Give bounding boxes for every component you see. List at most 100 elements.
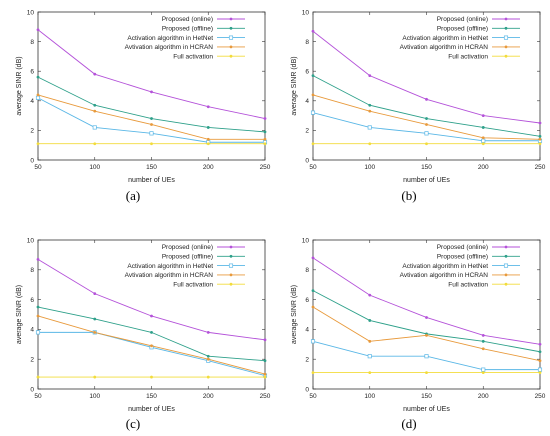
data-point (538, 350, 542, 354)
y-tick-label: 10 (302, 237, 310, 244)
x-tick-label: 50 (34, 164, 42, 171)
series-line (312, 112, 540, 142)
y-axis-label: average SINR (dB) (291, 56, 298, 115)
legend-marker (504, 45, 508, 49)
data-point (367, 125, 372, 130)
y-tick-label: 2 (305, 128, 309, 135)
legend-marker (229, 254, 233, 258)
data-point (93, 109, 97, 113)
data-point (150, 375, 153, 379)
data-point (263, 338, 267, 342)
y-axis-label: average SINR (dB) (16, 285, 23, 344)
data-point (311, 371, 315, 375)
legend-marker (229, 45, 233, 49)
series-5 (311, 142, 542, 146)
legend-marker (504, 54, 508, 58)
data-point (36, 28, 40, 32)
x-tick-label: 100 (364, 164, 375, 171)
x-tick-label: 100 (89, 164, 100, 171)
data-point (425, 371, 428, 375)
x-axis-label: number of UEs (128, 406, 175, 413)
data-point (481, 371, 485, 375)
y-tick-label: 10 (27, 237, 35, 244)
y-tick-label: 2 (30, 128, 34, 135)
data-point (538, 137, 542, 141)
data-point (150, 123, 153, 126)
y-tick-label: 8 (305, 267, 309, 274)
series-5 (36, 142, 267, 146)
series-3 (35, 330, 268, 378)
data-point (425, 97, 428, 101)
series-2 (36, 75, 267, 134)
series-5 (36, 375, 267, 379)
data-point (206, 142, 210, 146)
y-tick-label: 4 (305, 98, 309, 105)
data-point (150, 142, 153, 146)
legend-label: Full activation (173, 281, 213, 288)
data-point (481, 347, 485, 351)
x-tick-label: 250 (260, 393, 271, 400)
data-point (36, 257, 40, 261)
y-tick-label: 2 (30, 357, 34, 364)
legend-label: Proposed (online) (437, 244, 488, 251)
data-point (263, 117, 267, 120)
y-tick-label: 4 (30, 327, 34, 334)
legend-marker (503, 35, 509, 40)
data-point (368, 319, 372, 322)
data-point (206, 375, 210, 379)
data-point (93, 317, 97, 321)
legend-marker (229, 54, 233, 58)
data-point (36, 314, 40, 318)
data-point (263, 372, 267, 376)
y-tick-label: 0 (305, 157, 309, 164)
data-point (368, 293, 372, 297)
series-4 (36, 314, 267, 376)
data-point (481, 114, 485, 117)
x-tick-label: 200 (203, 393, 214, 400)
data-point (150, 314, 153, 318)
data-point (206, 330, 210, 334)
x-tick-label: 200 (478, 393, 489, 400)
data-point (538, 134, 542, 138)
data-point (425, 123, 428, 126)
series-1 (311, 29, 542, 125)
legend-marker (229, 26, 233, 30)
legend-label: Proposed (offline) (437, 254, 488, 261)
x-tick-label: 250 (535, 393, 546, 400)
series-3 (310, 110, 543, 143)
data-point (311, 29, 315, 33)
data-point (149, 131, 154, 136)
data-point (481, 142, 485, 146)
legend-marker (504, 254, 508, 258)
y-tick-label: 8 (30, 39, 34, 46)
x-tick-label: 150 (146, 164, 157, 171)
data-point (92, 125, 97, 130)
x-axis-label: number of UEs (403, 406, 450, 413)
legend-label: Proposed (online) (437, 16, 488, 23)
legend: Proposed (online) Proposed (offline) Activ… (400, 244, 520, 288)
data-point (263, 142, 267, 146)
x-tick-label: 100 (364, 393, 375, 400)
x-tick-label: 250 (260, 164, 271, 171)
legend-marker (229, 17, 233, 21)
x-axis-label: number of UEs (128, 177, 175, 184)
chart-panel-d: 0 2 4 6 8 10 50 100 150 200 250 number of UEs averag… (291, 237, 546, 431)
data-point (35, 95, 41, 100)
legend-label: Proposed (offline) (162, 254, 213, 261)
data-point (538, 371, 542, 375)
x-axis-label: number of UEs (403, 177, 450, 184)
data-point (481, 333, 485, 337)
series-1 (311, 256, 542, 346)
panel-caption: (b) (401, 188, 416, 203)
y-tick-label: 0 (30, 157, 34, 164)
legend-label: Proposed (offline) (162, 26, 213, 33)
chart-panel-b: 0 2 4 6 8 10 50 100 150 200 250 number of UEs averag… (291, 9, 546, 203)
panel-caption: (a) (126, 188, 140, 203)
series-2 (311, 289, 542, 354)
legend-marker (503, 263, 509, 268)
data-point (481, 126, 485, 129)
data-point (424, 131, 429, 136)
y-axis-label: average SINR (dB) (291, 285, 298, 344)
data-point (368, 371, 372, 375)
legend-label: Proposed (online) (162, 16, 213, 23)
